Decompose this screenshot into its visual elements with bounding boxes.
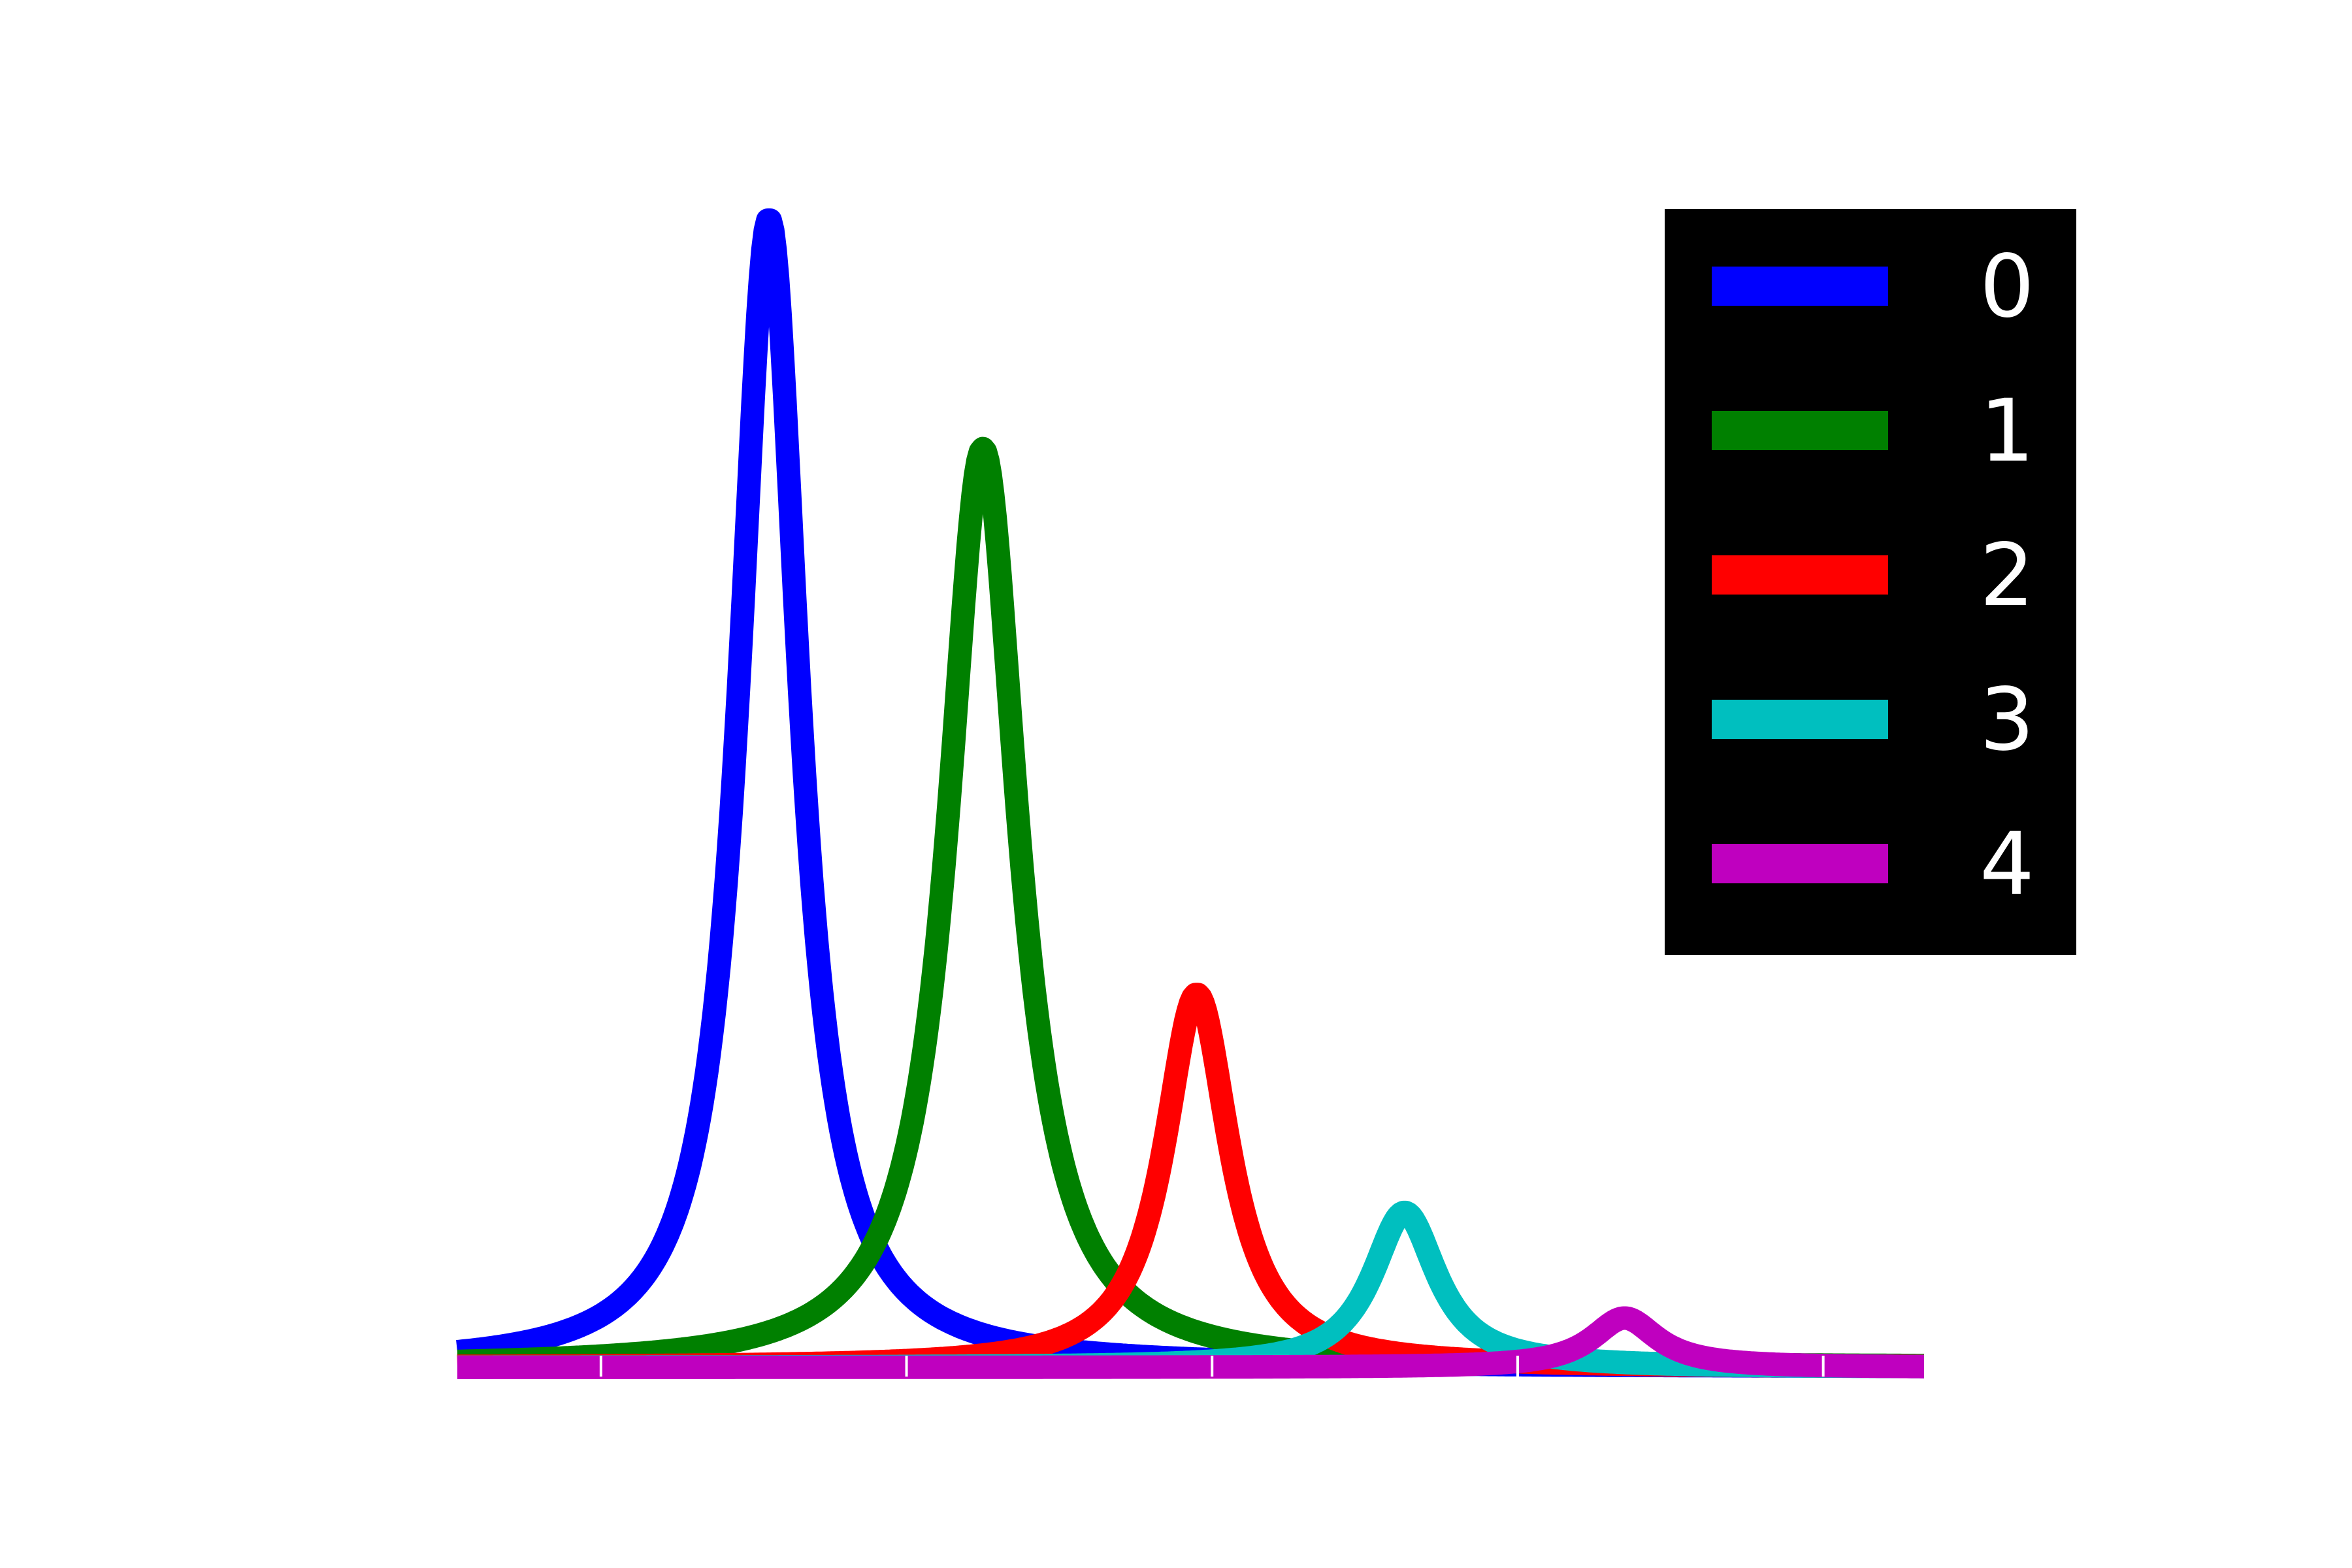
legend-label-3: 3: [1980, 670, 2034, 770]
plot-area: [448, 208, 1934, 1379]
legend-label-0: 0: [1980, 237, 2034, 337]
legend-swatch-3: [1712, 700, 1888, 739]
x-axis: [599, 1356, 1825, 1377]
legend-swatch-4: [1712, 844, 1888, 883]
legend-label-4: 4: [1980, 814, 2034, 915]
legend-swatch-0: [1712, 267, 1888, 306]
legend-label-1: 1: [1980, 381, 2034, 482]
series-line-4: [448, 1306, 1934, 1379]
legend: 0 1 2 3 4: [1665, 209, 2076, 955]
legend-label-2: 2: [1980, 525, 2034, 626]
legend-swatch-1: [1712, 411, 1888, 450]
legend-swatch-2: [1712, 555, 1888, 595]
